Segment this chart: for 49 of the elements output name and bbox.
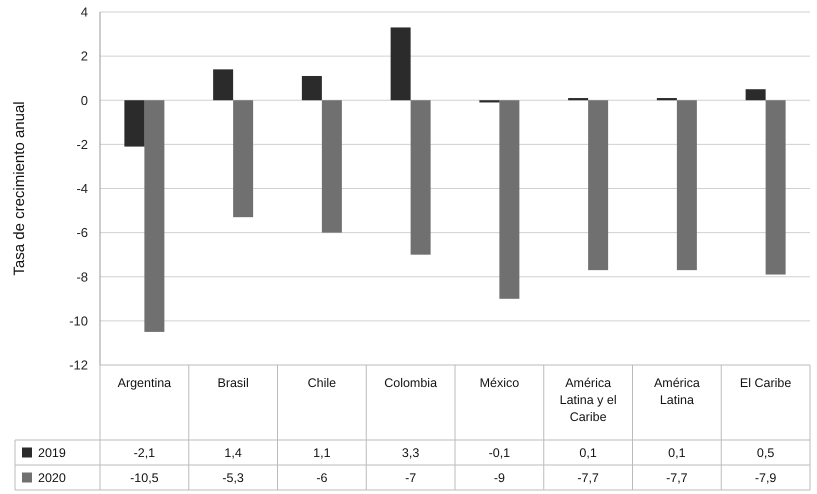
x-tick-label: México [480, 376, 520, 390]
y-tick-label: -2 [76, 136, 88, 152]
data-label: -7,9 [754, 470, 776, 485]
data-label: 0,1 [668, 446, 686, 460]
data-label: -7,7 [666, 470, 688, 485]
x-tick-label: América Latina [654, 376, 700, 407]
y-tick-label: -4 [76, 181, 88, 196]
data-label: -2,1 [134, 446, 156, 460]
y-tick-label: -6 [76, 225, 88, 240]
data-label: 1,1 [313, 446, 331, 460]
data-label: -6 [316, 470, 328, 485]
bar [233, 100, 254, 218]
data-label: -7,7 [577, 470, 599, 485]
y-tick-label: -12 [69, 358, 88, 373]
bar [766, 100, 786, 275]
bar [302, 76, 322, 100]
bar [499, 100, 520, 299]
x-tick-label: Chile [308, 376, 336, 390]
x-tick-label: Colombia [384, 376, 438, 390]
bar [746, 89, 766, 100]
bar [322, 100, 342, 233]
y-tick-label: 4 [80, 4, 88, 20]
data-label: 0,5 [756, 446, 774, 460]
bar [588, 100, 608, 270]
bar [124, 100, 144, 147]
legend-label: 2020 [38, 470, 66, 485]
y-axis-title: Tasa de crecimiento anual [11, 101, 28, 276]
bar [213, 69, 234, 100]
x-tick-label: El Caribe [740, 376, 792, 390]
data-label: -10,5 [130, 470, 159, 485]
y-tick-label: -8 [76, 269, 88, 284]
x-tick-label: América Latina y el Caribe [560, 376, 617, 424]
data-label: 0,1 [579, 446, 597, 460]
x-tick-label: Brasil [217, 376, 249, 390]
y-tick-label: 2 [80, 48, 88, 64]
legend-label: 2019 [38, 446, 66, 460]
data-label: -9 [494, 470, 505, 485]
data-label: 1,4 [224, 446, 242, 460]
data-label: -0,1 [488, 446, 510, 460]
y-tick-label: 0 [80, 92, 88, 108]
data-label: -7 [405, 470, 416, 485]
bar [144, 100, 164, 332]
bar [390, 27, 411, 100]
y-tick-label: -10 [69, 313, 88, 328]
bar [410, 100, 431, 255]
x-tick-label: Argentina [118, 376, 172, 390]
data-label: 3,3 [402, 446, 420, 460]
bar [676, 100, 697, 270]
data-label: -5,3 [222, 470, 244, 485]
